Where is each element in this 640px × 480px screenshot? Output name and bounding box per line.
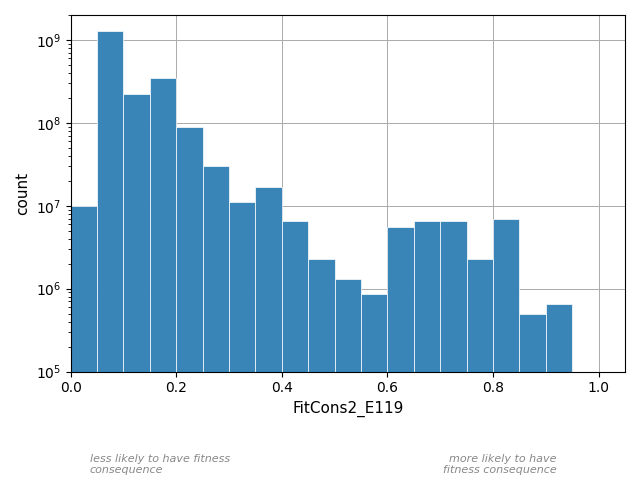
Bar (97, 31, 124, 480)
Bar (308, 259, 335, 480)
Text: less likely to have fitness
consequence: less likely to have fitness consequence (90, 454, 230, 475)
Bar (572, 380, 598, 480)
Bar (70, 206, 97, 480)
Bar (335, 279, 361, 480)
Bar (467, 259, 493, 480)
Bar (176, 127, 203, 480)
Bar (414, 221, 440, 480)
Bar (387, 227, 414, 480)
Bar (361, 294, 387, 480)
Y-axis label: count: count (15, 172, 30, 215)
Bar (229, 202, 255, 480)
Text: more likely to have
fitness consequence: more likely to have fitness consequence (443, 454, 557, 475)
Bar (150, 78, 176, 480)
Bar (124, 95, 150, 480)
Bar (255, 187, 282, 480)
Bar (493, 218, 520, 480)
Bar (203, 166, 229, 480)
X-axis label: FitCons2_E119: FitCons2_E119 (292, 401, 403, 417)
Bar (520, 313, 546, 480)
Bar (546, 304, 572, 480)
Bar (282, 221, 308, 480)
Bar (440, 221, 467, 480)
